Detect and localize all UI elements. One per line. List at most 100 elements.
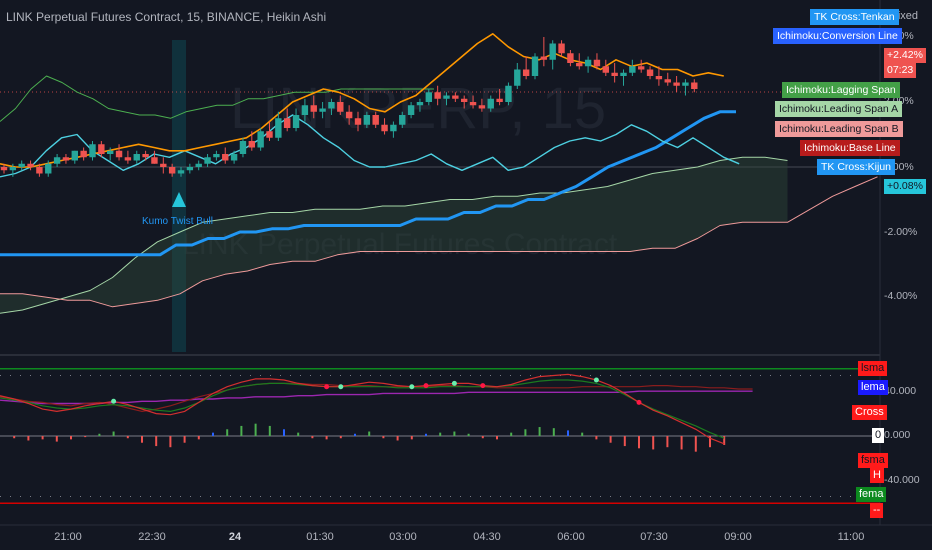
osc-label-fsma: fsma <box>858 453 888 468</box>
osc-lema-line <box>0 390 753 405</box>
time-tick-label: 21:00 <box>54 531 82 543</box>
candle-body <box>45 163 52 174</box>
candle-body <box>514 69 521 86</box>
candle-body <box>558 43 565 54</box>
time-tick-label: 01:30 <box>306 531 334 543</box>
price-tick-label: -2.00% <box>884 226 918 238</box>
candle-body <box>567 53 574 63</box>
candle-body <box>160 163 167 167</box>
candle-body <box>89 144 96 158</box>
candle-body <box>540 56 548 60</box>
candle-body <box>602 66 609 73</box>
candle-body <box>124 157 132 161</box>
candle-body <box>655 76 663 80</box>
candle-body <box>266 131 273 138</box>
candle-body <box>673 82 680 86</box>
time-tick-label: 04:30 <box>473 531 501 543</box>
osc-cross-marker-up <box>409 384 415 390</box>
series-tag-tk-cross-kijun: TK Cross:Kijun <box>817 159 896 175</box>
time-tick-label: 03:00 <box>389 531 417 543</box>
candle-body <box>434 92 441 99</box>
time-tick-label-day: 24 <box>228 531 242 543</box>
time-tick-label: 22:30 <box>138 531 166 543</box>
candle-body <box>248 141 255 148</box>
candle-body <box>177 170 185 174</box>
watermark-ticker: LINKPERP, 15 <box>230 76 606 141</box>
candle-body <box>425 92 432 102</box>
candle-body <box>345 111 353 119</box>
candle-body <box>576 63 583 67</box>
candle-body <box>0 167 8 171</box>
candle-body <box>461 98 468 102</box>
kumo-twist-signal-label: Kumo Twist Bull <box>142 216 213 227</box>
bar-countdown-badge: 07:23 <box>884 63 917 78</box>
ichimoku-cloud <box>0 157 788 314</box>
candle-body <box>505 85 512 102</box>
candle-body <box>354 118 362 125</box>
candle-body <box>629 66 636 73</box>
candle-body <box>142 154 149 158</box>
candle-body <box>168 167 176 174</box>
candle-body <box>18 163 25 167</box>
candle-body <box>195 163 202 167</box>
candle-body <box>522 69 530 76</box>
candle-body <box>275 118 282 138</box>
osc-tick-label: 40.000 <box>884 385 917 397</box>
candle-body <box>204 157 211 164</box>
candle-body <box>36 167 43 174</box>
candle-body <box>407 105 415 115</box>
osc-tick-label: -40.000 <box>884 474 920 486</box>
baseline-change-badge: +0.08% <box>884 179 926 194</box>
candle-body <box>381 124 388 132</box>
time-tick-label: 07:30 <box>640 531 668 543</box>
osc-label-lema: lema <box>858 380 888 395</box>
osc-tick-label: 0.000 <box>884 429 911 441</box>
price-tick-label: -4.00% <box>884 290 918 302</box>
candle-body <box>646 69 654 76</box>
series-tag-conversion-line: Ichimoku:Conversion Line <box>773 28 902 44</box>
osc-label-lsma: lsma <box>858 361 888 376</box>
time-tick-label: 11:00 <box>837 531 865 543</box>
candle-body <box>478 105 486 109</box>
candle-body <box>222 154 229 161</box>
osc-fsma-line <box>0 373 725 445</box>
candle-body <box>452 95 459 99</box>
osc-cross-marker-up <box>111 398 117 404</box>
candle-body <box>399 115 406 125</box>
candle-body <box>115 150 123 158</box>
candle-body <box>363 115 371 125</box>
candle-body <box>257 131 264 148</box>
candle-body <box>372 115 379 125</box>
osc-cross-marker-down <box>324 384 330 390</box>
osc-cross-marker-up <box>593 377 599 383</box>
lagging-span-line <box>0 75 434 122</box>
candle-body <box>593 59 601 67</box>
candle-body <box>531 56 539 76</box>
candle-body <box>301 105 309 115</box>
conversion-line <box>0 110 736 257</box>
leading-span-b-line <box>0 176 878 308</box>
candle-body <box>638 66 645 70</box>
candle-body <box>310 105 317 112</box>
candle-body <box>53 157 61 164</box>
osc-cross-marker-up <box>338 384 344 390</box>
candle-body <box>107 150 114 154</box>
osc-label-cross: Cross <box>852 405 887 420</box>
series-tag-base-line: Ichimoku:Base Line <box>800 140 900 156</box>
candle-body <box>71 150 78 161</box>
candle-body <box>584 59 592 67</box>
osc-cross-marker-up <box>451 380 457 386</box>
chart-title: LINK Perpetual Futures Contract, 15, BIN… <box>6 10 327 24</box>
candle-body <box>27 163 34 167</box>
candle-body <box>328 102 335 109</box>
candle-body <box>664 79 671 83</box>
candle-body <box>682 82 689 86</box>
leading-span-a-line <box>0 156 788 314</box>
time-tick-label: 06:00 <box>557 531 585 543</box>
osc-label-fema: fema <box>856 487 887 502</box>
candle-body <box>213 154 220 158</box>
candle-body <box>284 118 291 128</box>
candle-body <box>337 102 344 112</box>
osc-fema-line <box>0 379 725 439</box>
